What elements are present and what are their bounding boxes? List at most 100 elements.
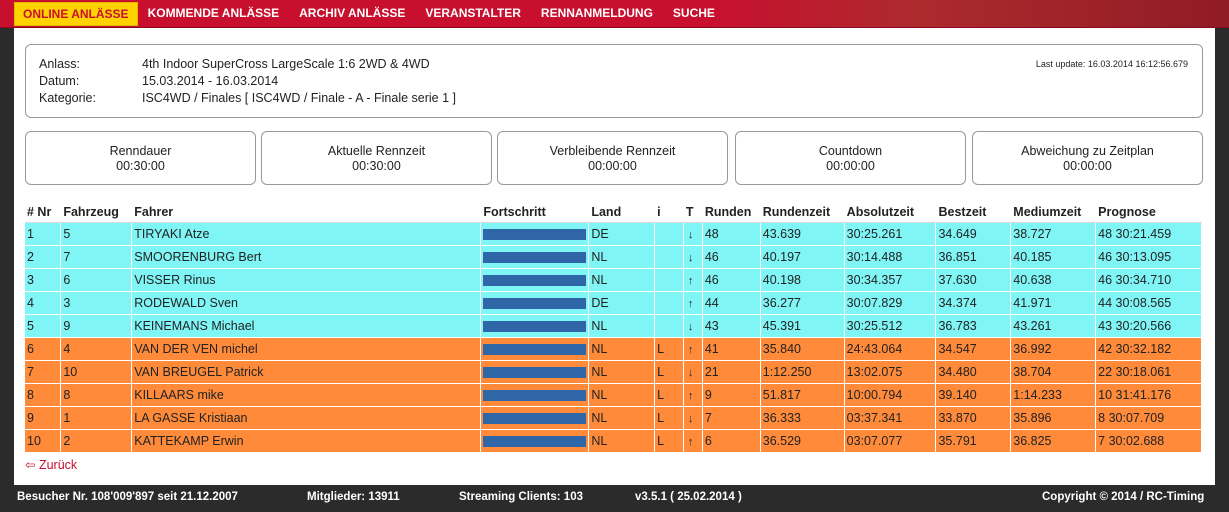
fahrer-cell: VAN DER VEN michel (131, 337, 482, 361)
prognose-cell: 42 30:32.182 (1095, 337, 1202, 361)
absolutzeit-cell: 30:25.261 (844, 222, 937, 246)
timer-countdown: Countdown 00:00:00 (735, 131, 966, 185)
prognose-cell: 7 30:02.688 (1095, 429, 1202, 452)
progress-bar (483, 274, 587, 286)
progress-cell (480, 222, 590, 246)
trend-cell: ↓ (683, 245, 703, 269)
event-info-box: Anlass: 4th Indoor SuperCross LargeScale … (25, 44, 1203, 118)
prognose-cell: 46 30:13.095 (1095, 245, 1202, 269)
main-content: Anlass: 4th Indoor SuperCross LargeScale … (14, 28, 1215, 485)
land-cell: NL (588, 429, 656, 452)
fahrer-cell: SMOORENBURG Bert (131, 245, 482, 269)
prognose-cell: 8 30:07.709 (1095, 406, 1202, 430)
nav-rennanmeldung[interactable]: RENNANMELDUNG (540, 6, 653, 20)
timer-value: 00:00:00 (1063, 159, 1112, 173)
progress-cell (480, 406, 590, 430)
mediumzeit-cell: 40.185 (1010, 245, 1097, 269)
arrow-up-icon: ↑ (687, 436, 694, 448)
arrow-up-icon: ↑ (687, 390, 694, 402)
progress-bar (483, 251, 587, 263)
trend-cell: ↓ (683, 406, 703, 430)
prognose-cell: 10 31:41.176 (1095, 383, 1202, 407)
runden-cell: 43 (702, 314, 761, 338)
nr-cell: 4 (25, 291, 62, 315)
col-nr-header: # Nr (25, 202, 62, 223)
timer-label: Abweichung zu Zeitplan (1021, 144, 1154, 158)
trend-cell: ↓ (683, 314, 703, 338)
nav-kommende-anlaesse[interactable]: KOMMENDE ANLÄSSE (147, 6, 280, 20)
back-link[interactable]: ⇦ Zurück (25, 457, 77, 472)
nav-archiv-anlaesse[interactable]: ARCHIV ANLÄSSE (299, 6, 406, 20)
rundenzeit-cell: 35.840 (760, 337, 845, 361)
table-header-row: # Nr Fahrzeug Fahrer Fortschritt Land i T Runde… (25, 202, 1202, 223)
prognose-cell: 46 30:34.710 (1095, 268, 1202, 292)
timer-value: 00:00:00 (826, 159, 875, 173)
col-fortschritt-header: Fortschritt (480, 202, 590, 223)
progress-bar (483, 297, 587, 309)
arrow-down-icon: ↓ (687, 252, 694, 264)
timer-renndauer: Renndauer 00:30:00 (25, 131, 256, 185)
table-row: 2 7 SMOORENBURG Bert NL ↓ 46 40.197 30:14.488 36… (25, 245, 1202, 269)
timer-verbleibende-rennzeit: Verbleibende Rennzeit 00:00:00 (497, 131, 728, 185)
land-cell: DE (588, 222, 656, 246)
col-mediumzeit-header: Mediumzeit (1010, 202, 1097, 223)
runden-cell: 44 (702, 291, 761, 315)
fahrzeug-cell: 2 (60, 429, 133, 452)
back-label: Zurück (38, 458, 78, 472)
nav-suche[interactable]: SUCHE (672, 6, 715, 20)
mediumzeit-cell: 38.704 (1010, 360, 1097, 384)
datum-value: 15.03.2014 - 16.03.2014 (142, 74, 279, 88)
footer: Besucher Nr. 108'009'897 seit 21.12.2007… (0, 486, 1229, 512)
trend-cell: ↓ (683, 360, 703, 384)
trend-cell: ↑ (683, 268, 703, 292)
results-table: # Nr Fahrzeug Fahrer Fortschritt Land i T Runde… (25, 202, 1202, 452)
timer-label: Countdown (818, 144, 883, 158)
timer-label: Verbleibende Rennzeit (549, 144, 676, 158)
nav-veranstalter[interactable]: VERANSTALTER (425, 6, 521, 20)
col-runden-header: Runden (702, 202, 761, 223)
anlass-value: 4th Indoor SuperCross LargeScale 1:6 2WD… (142, 57, 430, 71)
i-cell: L (654, 406, 684, 430)
header-photo-strip (709, 0, 1229, 27)
progress-cell (480, 360, 590, 384)
runden-cell: 7 (702, 406, 761, 430)
i-cell: L (654, 383, 684, 407)
prognose-cell: 43 30:20.566 (1095, 314, 1202, 338)
bestzeit-cell: 34.547 (935, 337, 1012, 361)
last-update: Last update: 16.03.2014 16:12:56.679 (1035, 59, 1188, 69)
runden-cell: 6 (702, 429, 761, 452)
land-cell: NL (588, 245, 656, 269)
timer-value: 00:30:00 (116, 159, 165, 173)
rundenzeit-cell: 1:12.250 (760, 360, 845, 384)
footer-version: v3.5.1 ( 25.02.2014 ) (635, 491, 742, 503)
i-cell (654, 245, 684, 269)
timer-aktuelle-rennzeit: Aktuelle Rennzeit 00:30:00 (261, 131, 492, 185)
fahrer-cell: VISSER Rinus (131, 268, 482, 292)
trend-cell: ↑ (683, 429, 703, 452)
nav-online-anlaesse[interactable]: ONLINE ANLÄSSE (14, 1, 138, 26)
top-nav-bar: ONLINE ANLÄSSE KOMMENDE ANLÄSSE ARCHIV A… (0, 0, 1229, 28)
i-cell: L (654, 429, 684, 452)
land-cell: DE (588, 291, 656, 315)
prognose-cell: 44 30:08.565 (1095, 291, 1202, 315)
table-row: 10 2 KATTEKAMP Erwin NL L ↑ 6 36.529 03:07.077 35… (25, 429, 1202, 452)
absolutzeit-cell: 30:25.512 (844, 314, 937, 338)
progress-cell (480, 245, 590, 269)
land-cell: NL (588, 268, 656, 292)
footer-members: Mitglieder: 13911 (307, 491, 400, 503)
table-row: 6 4 VAN DER VEN michel NL L ↑ 41 35.840 24:43.06… (25, 337, 1202, 361)
mediumzeit-cell: 41.971 (1010, 291, 1097, 315)
table-row: 8 8 KILLAARS mike NL L ↑ 9 51.817 10:00.794 39.14… (25, 383, 1202, 407)
fahrzeug-cell: 5 (60, 222, 133, 246)
rundenzeit-cell: 40.197 (760, 245, 845, 269)
bestzeit-cell: 34.374 (935, 291, 1012, 315)
fahrer-cell: KILLAARS mike (131, 383, 482, 407)
rundenzeit-cell: 51.817 (760, 383, 845, 407)
table-row: 4 3 RODEWALD Sven DE ↑ 44 36.277 30:07.829 34.37… (25, 291, 1202, 315)
timer-value: 00:00:00 (588, 159, 637, 173)
arrow-down-icon: ↓ (687, 229, 694, 241)
nr-cell: 5 (25, 314, 62, 338)
absolutzeit-cell: 13:02.075 (844, 360, 937, 384)
rundenzeit-cell: 45.391 (760, 314, 845, 338)
land-cell: NL (588, 314, 656, 338)
